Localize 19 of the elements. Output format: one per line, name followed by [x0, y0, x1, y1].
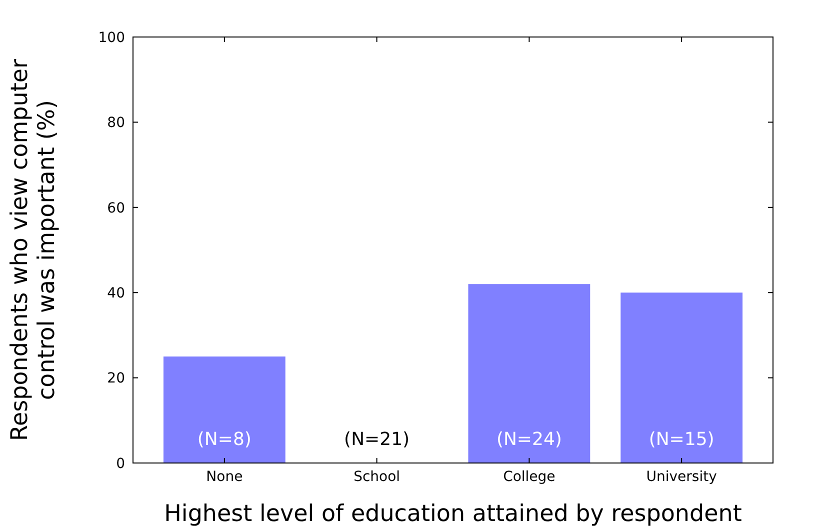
x-tick-label: School	[354, 469, 400, 485]
y-tick-label: 20	[107, 370, 125, 387]
y-tick-label: 0	[116, 456, 125, 472]
x-tick-label: University	[646, 469, 717, 485]
x-tick-label: College	[503, 469, 556, 485]
y-tick-label: 40	[107, 286, 125, 302]
annotation: (N=8)	[197, 429, 252, 450]
x-axis-title: Highest level of education attained by respondent	[164, 501, 742, 527]
x-tick-label: None	[206, 469, 243, 485]
bar	[163, 356, 286, 463]
annotation: (N=24)	[496, 429, 562, 450]
annotation: (N=21)	[344, 429, 410, 450]
annotation: (N=15)	[648, 429, 714, 450]
bar	[468, 284, 590, 463]
y-tick-label: 100	[98, 30, 125, 46]
y-tick-label: 80	[107, 115, 125, 132]
y-axis-title: Respondents who view computer control was important (%)	[7, 58, 60, 441]
bar	[620, 292, 743, 463]
y-tick-label: 60	[107, 200, 125, 216]
